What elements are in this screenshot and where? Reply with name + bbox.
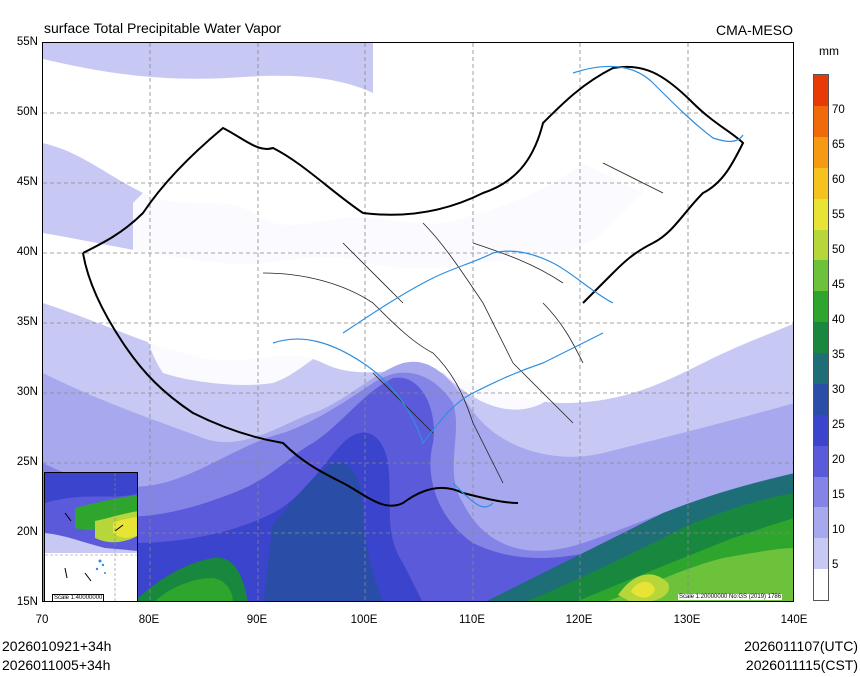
lat-label: 30N: [16, 386, 38, 398]
map-title: surface Total Precipitable Water Vapor: [44, 20, 282, 36]
colorbar-segment: [814, 229, 828, 260]
colorbar-segment: [814, 75, 828, 106]
colorbar-segment: [814, 446, 828, 477]
lat-label: 15N: [16, 596, 38, 608]
inset-field: [45, 473, 137, 601]
lat-label: 45N: [16, 176, 38, 188]
lon-label: 70: [35, 614, 49, 626]
valid-time-utc: 2026011107(UTC): [744, 638, 858, 654]
lon-label: 90E: [246, 614, 268, 626]
tpw-field: [43, 43, 793, 601]
main-scale: Scale 1:20000000 No:GS (2019) 1786: [678, 594, 783, 600]
colorbar-tick: 70: [832, 104, 845, 116]
lon-label: 80E: [138, 614, 160, 626]
model-name: CMA-MESO: [716, 22, 793, 38]
colorbar-tick: 60: [832, 174, 845, 186]
colorbar-tick: 30: [832, 384, 845, 396]
colorbar-segment: [814, 168, 828, 199]
colorbar-tick: 10: [832, 524, 845, 536]
lon-label: 110E: [458, 614, 485, 626]
colorbar-segment: [814, 291, 828, 322]
colorbar-tick: 5: [832, 559, 839, 571]
map-panel[interactable]: [42, 42, 794, 602]
valid-time-cst: 2026011115(CST): [745, 657, 858, 673]
colorbar-tick: 25: [832, 419, 845, 431]
colorbar-segment: [814, 106, 828, 137]
inset-map: [44, 472, 138, 602]
colorbar-segment: [814, 569, 828, 600]
colorbar-segment: [814, 384, 828, 415]
colorbar-segment: [814, 137, 828, 168]
lat-label: 25N: [16, 456, 38, 468]
lat-label: 35N: [16, 316, 38, 328]
lat-label: 20N: [16, 526, 38, 538]
colorbar-segment: [814, 476, 828, 507]
lon-label: 140E: [780, 614, 808, 626]
colorbar-segment: [814, 322, 828, 353]
colorbar-segment: [814, 507, 828, 538]
colorbar-tick: 15: [832, 489, 845, 501]
colorbar-segment: [814, 260, 828, 291]
colorbar-tick: 50: [832, 244, 845, 256]
colorbar-tick: 40: [832, 314, 845, 326]
lat-label: 40N: [16, 246, 38, 258]
lat-label: 50N: [16, 106, 38, 118]
init-time-utc: 2026010921+34h: [2, 638, 112, 654]
colorbar-tick: 20: [832, 454, 845, 466]
inset-scale: Scale 1:40000000: [52, 594, 105, 602]
colorbar-segment: [814, 199, 828, 230]
colorbar-tick: 65: [832, 139, 845, 151]
lat-label: 55N: [16, 36, 38, 48]
lon-label: 100E: [350, 614, 378, 626]
colorbar-unit: mm: [819, 44, 839, 58]
colorbar-segment: [814, 538, 828, 569]
colorbar: [813, 74, 829, 601]
colorbar-tick: 35: [832, 349, 845, 361]
init-time-cst: 2026011005+34h: [2, 657, 111, 673]
colorbar-segment: [814, 415, 828, 446]
colorbar-tick: 55: [832, 209, 845, 221]
lon-label: 130E: [673, 614, 701, 626]
colorbar-tick: 45: [832, 279, 845, 291]
colorbar-segment: [814, 353, 828, 384]
lon-label: 120E: [565, 614, 593, 626]
